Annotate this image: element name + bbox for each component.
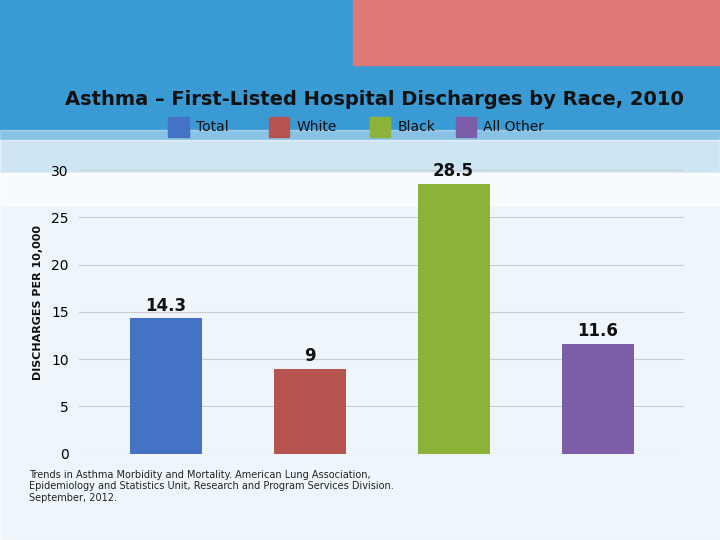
- Y-axis label: DISCHARGES PER 10,000: DISCHARGES PER 10,000: [33, 225, 42, 380]
- Text: All Other: All Other: [484, 120, 544, 134]
- Text: 14.3: 14.3: [145, 296, 186, 315]
- Bar: [418, 184, 490, 454]
- Text: Asthma – First-Listed Hospital Discharges by Race, 2010: Asthma – First-Listed Hospital Discharge…: [65, 90, 684, 110]
- Bar: [562, 344, 634, 454]
- Text: 11.6: 11.6: [577, 322, 618, 340]
- Bar: [274, 368, 346, 454]
- Text: 28.5: 28.5: [433, 163, 474, 180]
- Bar: [456, 117, 476, 137]
- Bar: [0, 140, 720, 205]
- Bar: [370, 117, 390, 137]
- Text: 9: 9: [304, 347, 315, 365]
- Text: White: White: [297, 120, 338, 134]
- Bar: [0, 130, 720, 173]
- Text: Total: Total: [196, 120, 229, 134]
- Bar: [353, 0, 720, 65]
- Bar: [130, 319, 202, 454]
- Bar: [0, 173, 720, 540]
- Bar: [168, 117, 189, 137]
- Text: Black: Black: [397, 120, 436, 134]
- Bar: [269, 117, 289, 137]
- Text: Trends in Asthma Morbidity and Mortality. American Lung Association,
Epidemiolog: Trends in Asthma Morbidity and Mortality…: [29, 470, 394, 503]
